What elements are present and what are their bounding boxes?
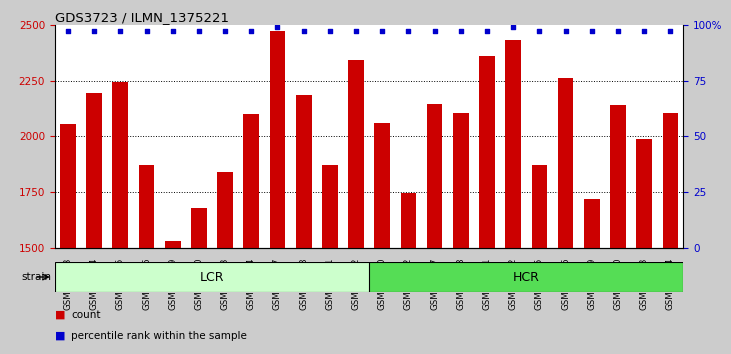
- Bar: [217, 172, 233, 248]
- Point: [115, 29, 126, 34]
- Point: [88, 29, 100, 34]
- Bar: [86, 93, 102, 248]
- Bar: [505, 40, 521, 248]
- Point: [481, 29, 493, 34]
- Bar: [113, 82, 128, 248]
- Bar: [374, 123, 390, 248]
- Bar: [662, 113, 678, 248]
- Bar: [270, 32, 285, 248]
- Bar: [401, 193, 416, 248]
- Bar: [60, 124, 76, 248]
- Text: percentile rank within the sample: percentile rank within the sample: [71, 331, 247, 341]
- Bar: [348, 61, 364, 248]
- Point: [350, 29, 362, 34]
- Point: [586, 29, 598, 34]
- Point: [638, 29, 650, 34]
- Bar: [243, 114, 259, 248]
- Text: GDS3723 / ILMN_1375221: GDS3723 / ILMN_1375221: [55, 11, 229, 24]
- Bar: [427, 104, 442, 248]
- Point: [62, 29, 74, 34]
- Bar: [55, 262, 369, 292]
- Text: ■: ■: [55, 331, 65, 341]
- Bar: [369, 262, 683, 292]
- Point: [140, 29, 152, 34]
- Text: HCR: HCR: [513, 270, 539, 284]
- Point: [376, 29, 388, 34]
- Bar: [558, 78, 573, 248]
- Bar: [584, 199, 599, 248]
- Point: [455, 29, 466, 34]
- Text: strain: strain: [21, 272, 51, 282]
- Point: [298, 29, 309, 34]
- Bar: [531, 165, 548, 248]
- Bar: [139, 165, 154, 248]
- Point: [560, 29, 572, 34]
- Point: [403, 29, 414, 34]
- Text: ■: ■: [55, 310, 65, 320]
- Point: [272, 24, 284, 30]
- Bar: [610, 105, 626, 248]
- Text: LCR: LCR: [200, 270, 224, 284]
- Bar: [296, 95, 311, 248]
- Point: [534, 29, 545, 34]
- Bar: [480, 56, 495, 248]
- Point: [664, 29, 676, 34]
- Point: [507, 24, 519, 30]
- Bar: [636, 138, 652, 248]
- Bar: [322, 165, 338, 248]
- Bar: [191, 208, 207, 248]
- Point: [324, 29, 336, 34]
- Point: [612, 29, 624, 34]
- Point: [246, 29, 257, 34]
- Point: [193, 29, 205, 34]
- Point: [429, 29, 441, 34]
- Text: count: count: [71, 310, 100, 320]
- Point: [219, 29, 231, 34]
- Bar: [453, 113, 469, 248]
- Point: [167, 29, 178, 34]
- Bar: [164, 241, 181, 248]
